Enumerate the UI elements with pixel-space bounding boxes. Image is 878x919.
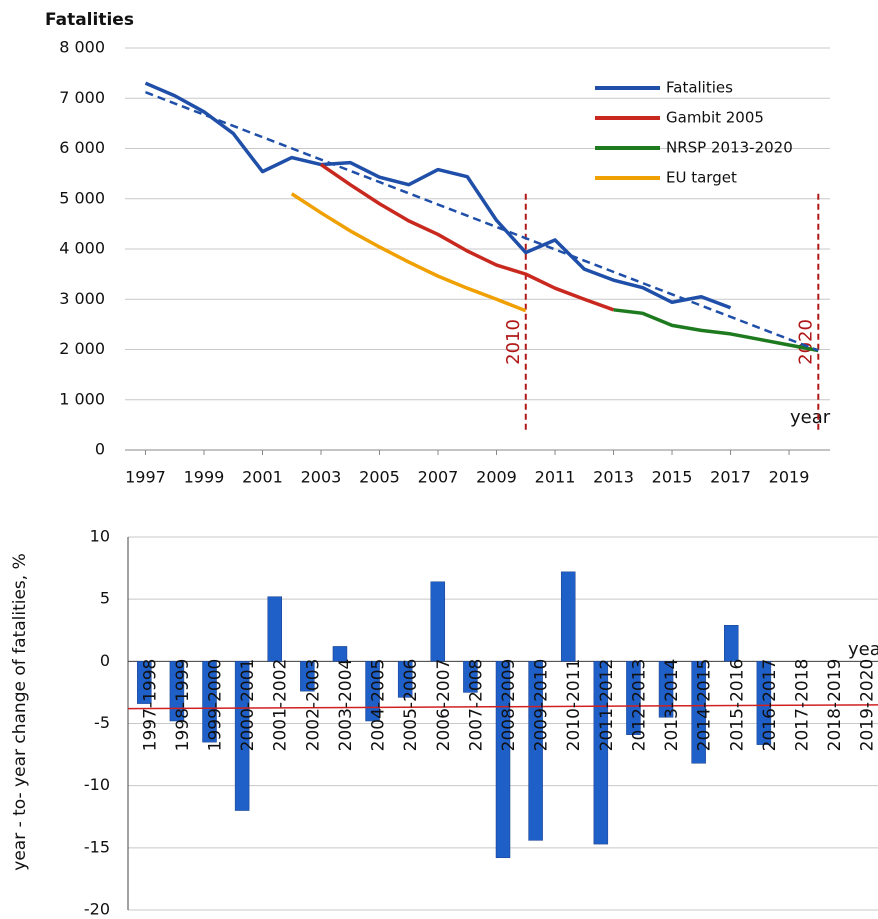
bar — [332, 646, 348, 662]
x-tick-label: 2006-2007 — [434, 659, 454, 752]
y-tick-label: -10 — [84, 775, 110, 794]
bar — [658, 661, 674, 718]
x-tick-label: 2015 — [652, 468, 693, 487]
x-axis-title: year — [848, 639, 878, 660]
y-tick-label: 3 000 — [59, 289, 105, 308]
x-tick-label: 2017 — [710, 468, 751, 487]
series-line — [290, 192, 527, 313]
y-tick-label: 6 000 — [59, 138, 105, 157]
bar — [234, 661, 250, 811]
x-tick-label: 2011 — [535, 468, 576, 487]
trend-line — [145, 91, 819, 352]
x-tick-label: 2001-2002 — [271, 659, 291, 752]
x-tick-label: 2003-2004 — [336, 659, 356, 752]
x-tick-label: 2003 — [301, 468, 342, 487]
x-tick-label: 2000-2001 — [238, 659, 258, 752]
x-tick-label: 2001 — [242, 468, 283, 487]
y-tick-label: 5 000 — [59, 188, 105, 207]
legend-label: Fatalities — [666, 79, 733, 97]
reference-label: 2020 — [795, 319, 816, 365]
bar — [756, 661, 772, 745]
y-tick-label: 8 000 — [59, 38, 105, 57]
bar — [560, 571, 576, 662]
x-tick-label: 2013 — [593, 468, 634, 487]
x-tick-label: 2011-2012 — [597, 659, 617, 752]
bar — [724, 625, 739, 662]
x-tick-label: 2013-2014 — [662, 659, 682, 752]
x-tick-label: 2016-2017 — [760, 659, 780, 752]
bar — [267, 596, 282, 662]
bar — [137, 661, 152, 704]
bar — [202, 661, 217, 743]
bar — [365, 661, 380, 722]
series-line — [613, 308, 819, 353]
x-tick-label: 2009-2010 — [532, 659, 552, 752]
y-tick-label: 0 — [100, 651, 110, 670]
x-tick-label: 2002-2003 — [303, 659, 323, 752]
x-tick-label: 2017-2018 — [792, 659, 812, 752]
x-tick-label: 1999 — [184, 468, 225, 487]
x-tick-label: 2009 — [476, 468, 517, 487]
x-tick-label: 2007 — [418, 468, 459, 487]
x-axis-title: year — [790, 407, 831, 428]
y-axis-title: year - to- year change of fatalities, % — [10, 553, 30, 870]
y-tick-label: 7 000 — [59, 88, 105, 107]
x-tick-label: 1997 — [125, 468, 166, 487]
series-line — [320, 163, 615, 312]
y-tick-label: -20 — [84, 900, 110, 919]
bar — [169, 661, 185, 722]
bar — [300, 661, 315, 692]
trend-line — [127, 704, 878, 710]
x-tick-label: 2014-2015 — [695, 659, 715, 752]
x-tick-label: 2005-2006 — [401, 659, 421, 752]
x-tick-label: 2010-2011 — [564, 659, 584, 752]
reference-label: 2010 — [503, 319, 524, 365]
bar — [495, 661, 511, 859]
bar — [626, 661, 641, 735]
x-tick-label: 2008-2009 — [499, 659, 519, 752]
x-tick-label: 2004-2005 — [369, 659, 389, 752]
legend-label: EU target — [666, 169, 737, 187]
y-tick-label: 4 000 — [59, 239, 105, 258]
legend-label: Gambit 2005 — [666, 109, 764, 127]
series-line — [144, 81, 732, 310]
x-tick-label: 2015-2016 — [727, 659, 747, 752]
x-tick-label: 1998-1999 — [173, 659, 193, 752]
bar — [430, 581, 446, 662]
bar — [463, 661, 478, 693]
x-tick-label: 1997-1998 — [140, 659, 160, 752]
y-tick-label: 5 — [100, 589, 110, 608]
x-tick-label: 2018-2019 — [825, 659, 845, 752]
y-tick-label: 1 000 — [59, 389, 105, 408]
x-tick-label: 2007-2008 — [466, 659, 486, 752]
x-tick-label: 1999-2000 — [206, 659, 226, 752]
x-tick-label: 2019-2020 — [858, 659, 878, 752]
x-tick-label: 2005 — [359, 468, 400, 487]
y-axis-title: Fatalities — [45, 10, 134, 30]
bar — [397, 661, 413, 698]
y-tick-label: -5 — [94, 713, 110, 732]
bar — [593, 661, 609, 845]
y-tick-label: 0 — [95, 440, 105, 459]
x-tick-label: 2012-2013 — [629, 659, 649, 752]
bar — [691, 661, 706, 764]
y-tick-label: 10 — [90, 527, 110, 546]
y-tick-label: 2 000 — [59, 339, 105, 358]
legend-label: NRSP 2013-2020 — [666, 139, 793, 157]
x-tick-label: 2019 — [769, 468, 810, 487]
y-tick-label: -15 — [84, 837, 110, 856]
